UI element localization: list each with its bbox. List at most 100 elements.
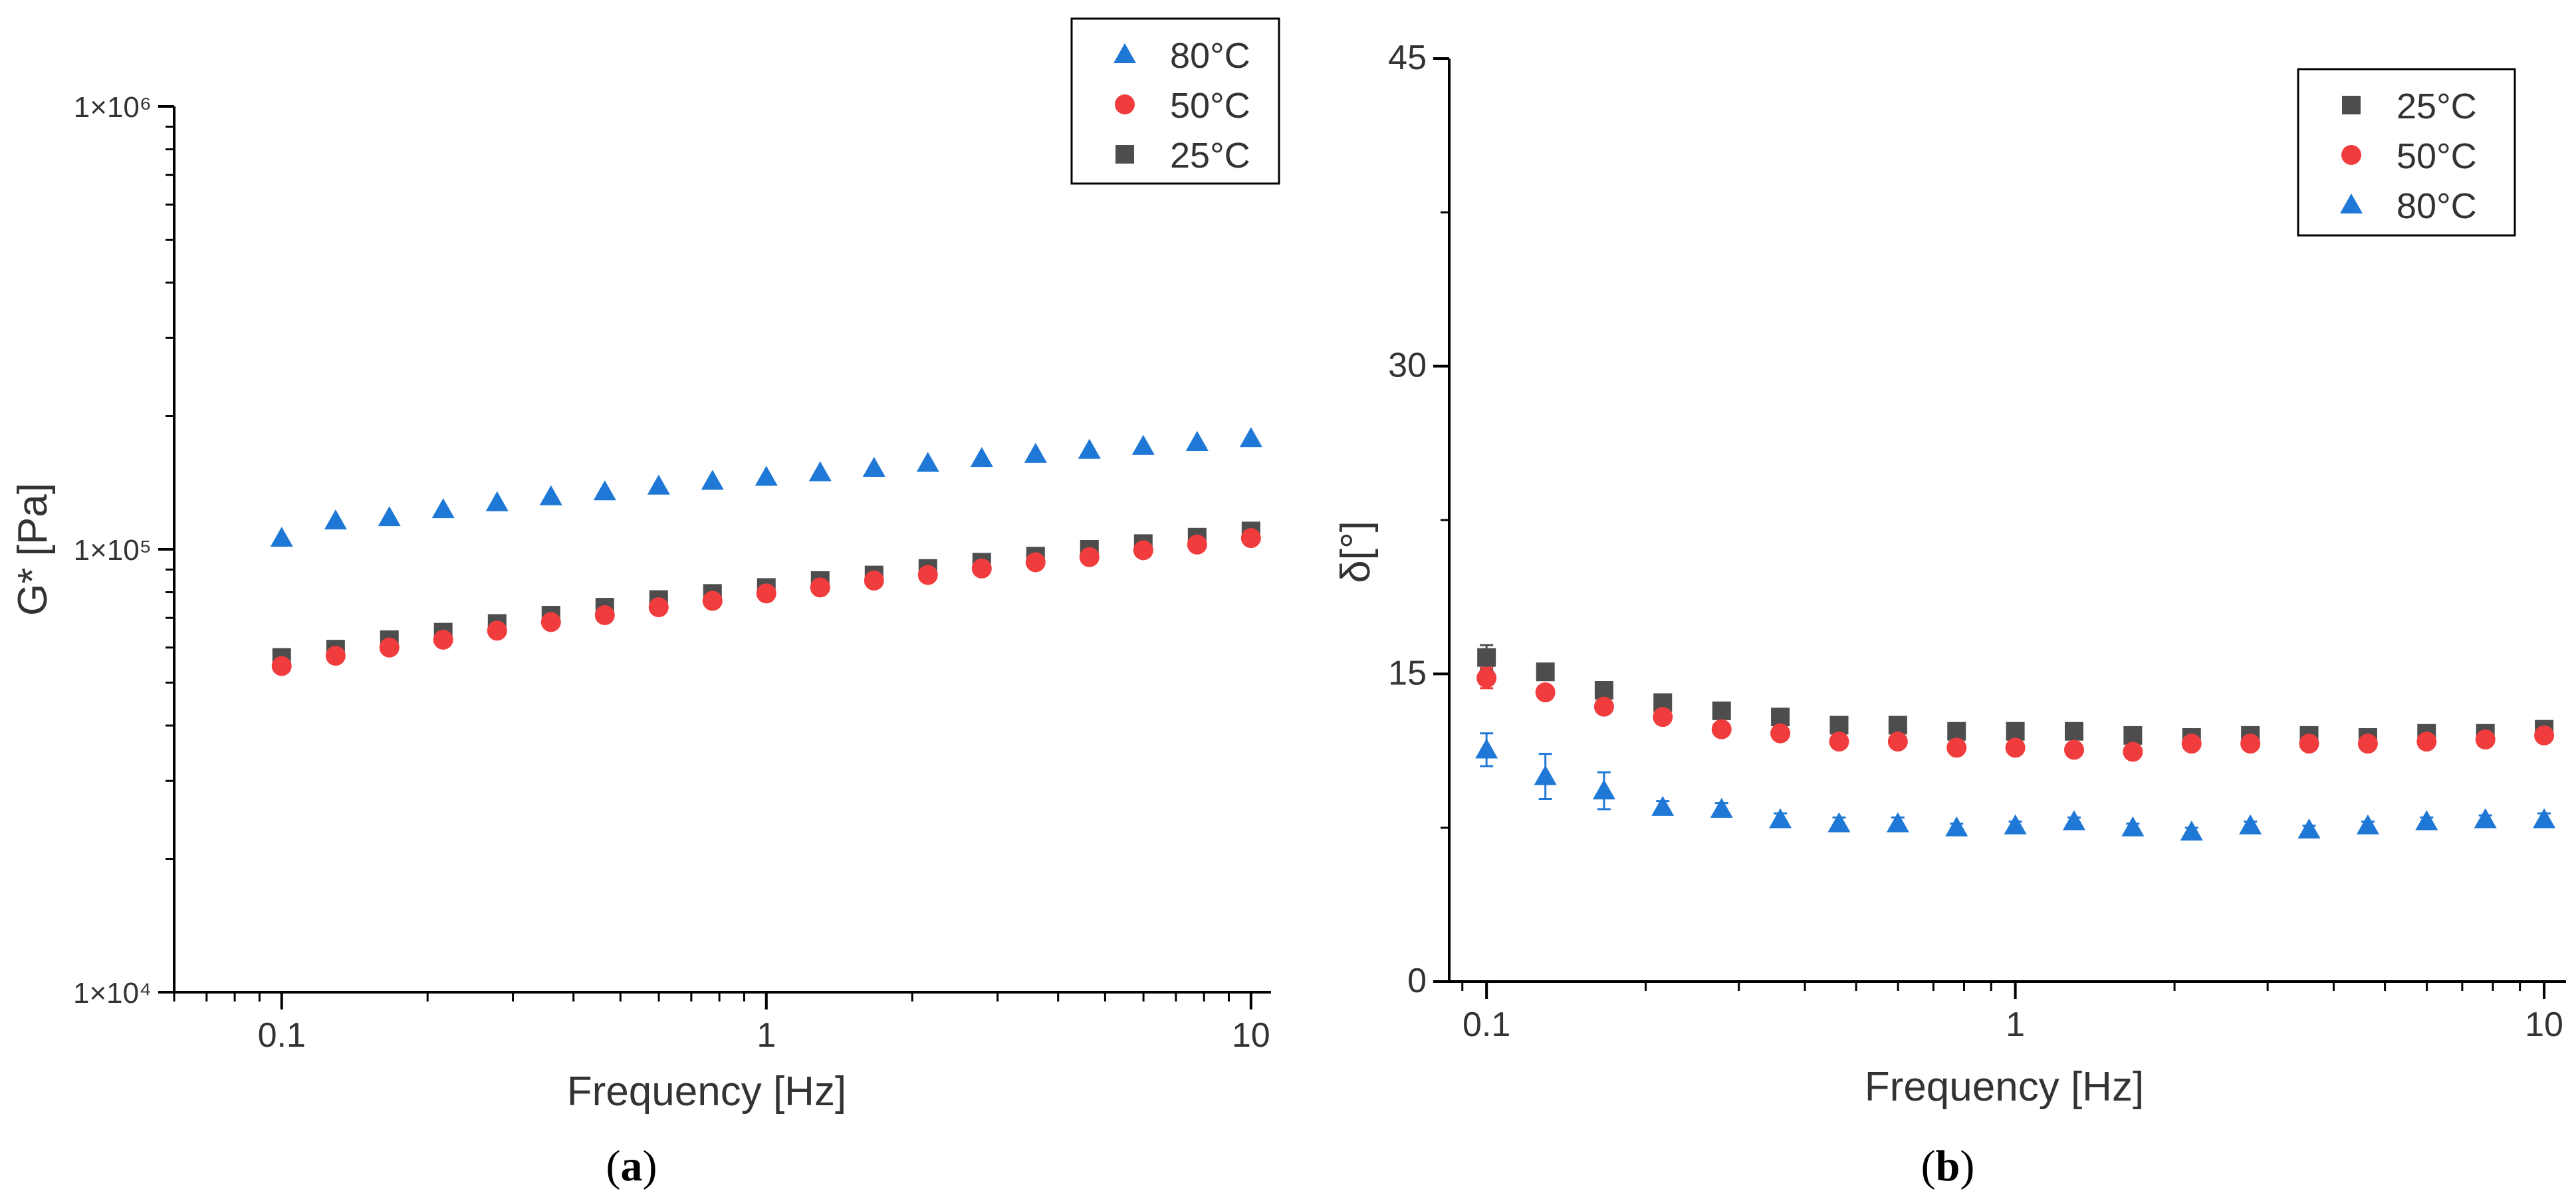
data-point-80-c — [2121, 816, 2145, 837]
data-point-80-c — [916, 452, 939, 472]
data-point-80-c — [1769, 808, 1792, 829]
x-tick-label-0-1: 0.1 — [1463, 1005, 1510, 1044]
panel-b-caption-letter: b — [1936, 1142, 1960, 1190]
data-point-80-c — [2062, 810, 2085, 831]
legend-marker-25-c — [1115, 145, 1134, 164]
legend-marker-80-c — [2340, 194, 2363, 213]
data-point-50-c — [1946, 737, 1967, 758]
y-tick-label-15: 15 — [1388, 654, 1427, 692]
data-point-25-c — [1712, 701, 1731, 720]
data-point-80-c — [593, 480, 616, 501]
data-point-50-c — [1025, 552, 1046, 573]
legend-label-80-c: 80°C — [2397, 186, 2477, 226]
x-tick-label-1: 1 — [757, 1016, 776, 1055]
data-point-25-c — [1771, 708, 1790, 727]
data-point-80-c — [970, 447, 993, 468]
y-tick-label-0: 0 — [1407, 962, 1427, 1000]
data-point-50-c — [1711, 719, 1732, 739]
legend-box — [1070, 17, 1280, 185]
data-point-80-c — [1475, 738, 1498, 759]
legend-label-25-c: 25°C — [2397, 86, 2477, 126]
data-point-80-c — [1131, 434, 1155, 455]
legend-marker-80-c — [1113, 43, 1136, 63]
data-point-50-c — [2123, 741, 2143, 762]
y-tick-label-30: 30 — [1388, 346, 1427, 385]
data-point-80-c — [1534, 765, 1557, 785]
data-point-80-c — [647, 474, 670, 495]
panel-a-tick-labels: 0.1 1 10 1×10⁴ 1×10⁵ 1×10⁶ — [73, 91, 1270, 1055]
data-point-50-c — [2299, 734, 2319, 754]
data-point-80-c — [2004, 814, 2027, 835]
panel-b-y-axis-label: δ[°] — [1333, 521, 1379, 583]
data-point-80-c — [862, 456, 885, 477]
legend-marker-50-c — [1115, 94, 1135, 114]
panel-a-x-axis-label: Frequency [Hz] — [567, 1069, 846, 1115]
legend-item-50-c: 50°C — [2341, 136, 2477, 176]
panel-b-axes — [1433, 57, 2566, 999]
data-point-50-c — [325, 646, 346, 666]
panel-a-caption: (a) — [606, 1142, 657, 1190]
series-80-c — [270, 427, 1262, 547]
panel-b-caption: (b) — [1921, 1142, 1975, 1190]
data-point-80-c — [2297, 818, 2321, 839]
data-point-80-c — [2239, 814, 2262, 835]
panel-b-legend: 25°C 50°C 80°C — [2297, 68, 2516, 237]
data-point-80-c — [324, 509, 347, 530]
x-tick-label-10: 10 — [1232, 1016, 1270, 1055]
data-point-80-c — [431, 498, 455, 519]
legend-item-80-c: 80°C — [1113, 36, 1250, 76]
panel-a-legend: 80°C 50°C 25°C — [1070, 17, 1280, 185]
data-point-80-c — [270, 527, 293, 547]
series-50-c — [1476, 666, 2555, 762]
data-point-80-c — [1651, 795, 1675, 816]
legend-label-25-c: 25°C — [1170, 136, 1250, 176]
data-point-50-c — [594, 605, 615, 626]
x-tick-label-1: 1 — [2006, 1005, 2025, 1044]
data-point-25-c — [2006, 722, 2025, 741]
data-point-25-c — [1477, 648, 1496, 667]
data-point-80-c — [539, 485, 562, 505]
data-point-50-c — [1476, 668, 1497, 688]
data-point-80-c — [755, 466, 778, 486]
data-point-50-c — [2416, 732, 2437, 752]
legend-marker-50-c — [2341, 145, 2361, 165]
data-point-80-c — [1710, 797, 1733, 818]
data-point-50-c — [2240, 734, 2261, 754]
data-point-80-c — [1024, 442, 1047, 463]
data-point-80-c — [378, 506, 401, 527]
data-point-80-c — [1827, 812, 1851, 833]
data-point-50-c — [1829, 732, 1849, 752]
data-point-25-c — [1829, 716, 1849, 735]
data-point-50-c — [1240, 528, 1261, 549]
legend-item-25-c: 25°C — [2342, 86, 2477, 126]
data-point-50-c — [971, 558, 992, 579]
panel-b-tick-labels: 0.1 1 10 0 15 30 45 — [1388, 39, 2563, 1044]
data-point-50-c — [756, 583, 776, 604]
data-point-80-c — [1078, 438, 1101, 459]
data-point-50-c — [540, 612, 561, 632]
data-point-25-c — [1594, 681, 1613, 700]
data-point-50-c — [1593, 696, 1614, 717]
legend-label-50-c: 50°C — [1170, 86, 1250, 126]
legend-label-50-c: 50°C — [2397, 136, 2477, 176]
data-point-80-c — [2533, 808, 2556, 829]
data-point-25-c — [2064, 722, 2083, 741]
panel-a-gstar-chart: 0.1 1 10 1×10⁴ 1×10⁵ 1×10⁶ Frequency [Hz] G* … — [10, 17, 1280, 1190]
data-point-50-c — [864, 571, 884, 591]
data-point-50-c — [2063, 739, 2084, 760]
data-point-25-c — [1536, 662, 1555, 682]
legend-item-80-c: 80°C — [2340, 186, 2477, 226]
data-point-80-c — [1945, 816, 1968, 837]
data-point-25-c — [2123, 726, 2143, 745]
data-point-25-c — [1947, 722, 1966, 741]
data-point-50-c — [2181, 734, 2202, 754]
legend-marker-25-c — [2342, 96, 2361, 114]
data-point-50-c — [487, 620, 507, 641]
data-point-50-c — [1187, 534, 1207, 555]
legend-item-50-c: 50°C — [1115, 86, 1250, 126]
legend-label-80-c: 80°C — [1170, 36, 1250, 76]
data-point-80-c — [808, 461, 832, 481]
data-point-80-c — [1592, 779, 1615, 800]
